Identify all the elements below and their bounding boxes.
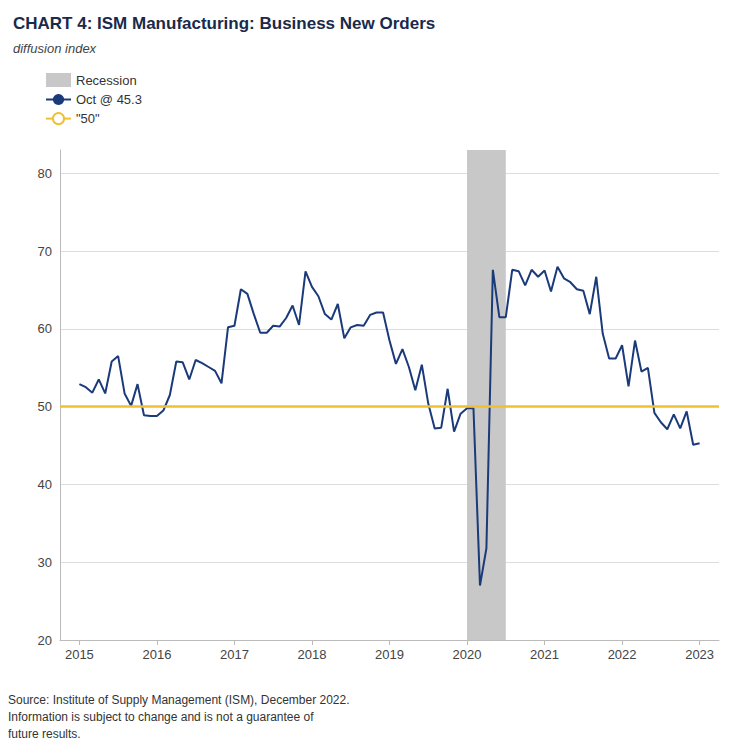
svg-text:"50": "50" bbox=[76, 111, 100, 126]
svg-text:CHART 4: ISM Manufacturing: Bu: CHART 4: ISM Manufacturing: Business New… bbox=[13, 14, 435, 33]
svg-text:Oct @ 45.3: Oct @ 45.3 bbox=[76, 92, 142, 107]
svg-text:2019: 2019 bbox=[375, 647, 404, 662]
svg-text:2016: 2016 bbox=[142, 647, 171, 662]
svg-text:Information is subject to chan: Information is subject to change and is … bbox=[8, 710, 314, 724]
svg-text:2023: 2023 bbox=[685, 647, 714, 662]
svg-text:20: 20 bbox=[38, 633, 52, 648]
svg-text:Recession: Recession bbox=[76, 73, 137, 88]
svg-text:40: 40 bbox=[38, 477, 52, 492]
svg-text:60: 60 bbox=[38, 321, 52, 336]
svg-text:2020: 2020 bbox=[453, 647, 482, 662]
svg-text:80: 80 bbox=[38, 166, 52, 181]
svg-text:30: 30 bbox=[38, 555, 52, 570]
svg-text:2022: 2022 bbox=[608, 647, 637, 662]
svg-text:50: 50 bbox=[38, 399, 52, 414]
svg-text:2021: 2021 bbox=[530, 647, 559, 662]
svg-text:70: 70 bbox=[38, 244, 52, 259]
svg-text:2018: 2018 bbox=[298, 647, 327, 662]
svg-text:2015: 2015 bbox=[65, 647, 94, 662]
svg-text:future results.: future results. bbox=[8, 727, 81, 741]
svg-text:diffusion index: diffusion index bbox=[13, 41, 97, 56]
svg-text:2017: 2017 bbox=[220, 647, 249, 662]
svg-text:Source: Institute of Supply Ma: Source: Institute of Supply Management (… bbox=[8, 693, 350, 707]
